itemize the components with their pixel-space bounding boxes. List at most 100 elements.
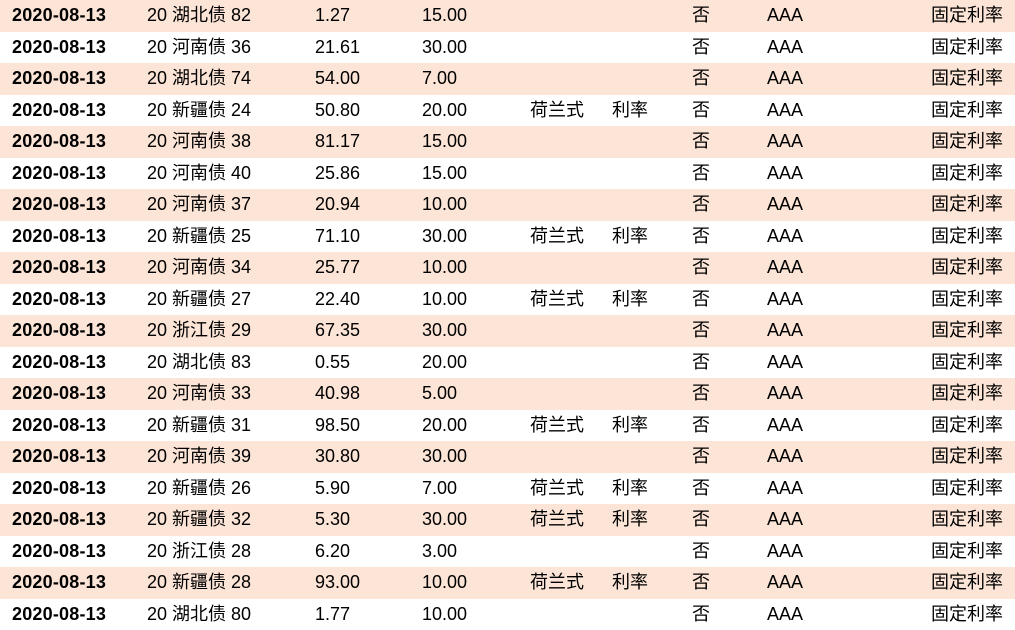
table-row: 2020-08-13 20 湖北债 82 1.27 15.00 否 AAA 固定… [0, 0, 1015, 32]
cell-flag: 否 [692, 572, 710, 592]
table-row: 2020-08-13 20 湖北债 74 54.00 7.00 否 AAA 固定… [0, 63, 1015, 95]
cell-rating: AAA [767, 414, 804, 435]
cell-flag: 否 [692, 36, 710, 57]
cell-rating: AAA [767, 194, 804, 214]
cell-value-a: 0.55 [315, 351, 351, 372]
cell-date: 2020-08-13 [12, 446, 107, 466]
cell-date: 2020-08-13 [12, 603, 107, 624]
cell-value-b: 30.00 [422, 320, 468, 340]
cell-flag: 否 [692, 131, 710, 151]
cell-value-a: 5.30 [315, 509, 351, 529]
cell-flag: 否 [692, 99, 710, 120]
cell-rate-type: 固定利率 [931, 194, 1003, 214]
cell-flag: 否 [692, 288, 710, 309]
cell-date: 2020-08-13 [12, 288, 107, 309]
cell-bond-name: 20 湖北债 80 [147, 603, 252, 624]
table-row: 2020-08-13 20 河南债 37 20.94 10.00 否 AAA 固… [0, 189, 1015, 221]
cell-tender-target: 利率 [612, 288, 648, 309]
cell-value-a: 81.17 [315, 131, 361, 151]
cell-rate-type: 固定利率 [931, 414, 1003, 435]
cell-rating: AAA [767, 5, 804, 25]
table-row: 2020-08-13 20 河南债 34 25.77 10.00 否 AAA 固… [0, 252, 1015, 284]
table-row: 2020-08-13 20 新疆债 24 50.80 20.00 荷兰式 利率 … [0, 94, 1015, 126]
cell-value-a: 1.77 [315, 603, 351, 624]
cell-bond-name: 20 新疆债 24 [147, 99, 252, 120]
cell-bond-name: 20 湖北债 82 [147, 5, 252, 25]
cell-date: 2020-08-13 [12, 320, 107, 340]
cell-bond-name: 20 河南债 37 [147, 194, 252, 214]
cell-flag: 否 [692, 225, 710, 246]
cell-date: 2020-08-13 [12, 131, 107, 151]
cell-rate-type: 固定利率 [931, 36, 1003, 57]
cell-date: 2020-08-13 [12, 414, 107, 435]
cell-rate-type: 固定利率 [931, 477, 1003, 498]
cell-rating: AAA [767, 131, 804, 151]
cell-rate-type: 固定利率 [931, 446, 1003, 466]
cell-bond-name: 20 新疆债 26 [147, 477, 252, 498]
cell-rate-type: 固定利率 [931, 509, 1003, 529]
table-row: 2020-08-13 20 新疆债 27 22.40 10.00 荷兰式 利率 … [0, 283, 1015, 315]
cell-value-b: 7.00 [422, 68, 458, 88]
cell-value-b: 7.00 [422, 477, 458, 498]
cell-value-a: 54.00 [315, 68, 361, 88]
cell-bond-name: 20 浙江债 28 [147, 540, 252, 561]
cell-value-a: 21.61 [315, 36, 361, 57]
cell-value-a: 20.94 [315, 194, 361, 214]
cell-value-b: 10.00 [422, 603, 468, 624]
cell-rate-type: 固定利率 [931, 225, 1003, 246]
cell-rate-type: 固定利率 [931, 603, 1003, 624]
table-row: 2020-08-13 20 浙江债 29 67.35 30.00 否 AAA 固… [0, 315, 1015, 347]
cell-flag: 否 [692, 5, 710, 25]
cell-rate-type: 固定利率 [931, 572, 1003, 592]
cell-bond-name: 20 湖北债 83 [147, 351, 252, 372]
cell-value-a: 25.86 [315, 162, 361, 183]
cell-tender-style: 荷兰式 [530, 509, 584, 529]
cell-tender-target: 利率 [612, 414, 648, 435]
cell-value-a: 98.50 [315, 414, 361, 435]
cell-value-a: 50.80 [315, 99, 361, 120]
cell-value-b: 15.00 [422, 131, 468, 151]
table-row: 2020-08-13 20 新疆债 25 71.10 30.00 荷兰式 利率 … [0, 220, 1015, 252]
cell-tender-style: 荷兰式 [530, 288, 584, 309]
cell-bond-name: 20 新疆债 28 [147, 572, 252, 592]
table-row: 2020-08-13 20 湖北债 80 1.77 10.00 否 AAA 固定… [0, 598, 1015, 630]
cell-value-a: 5.90 [315, 477, 351, 498]
table-row: 2020-08-13 20 新疆债 28 93.00 10.00 荷兰式 利率 … [0, 567, 1015, 599]
cell-rate-type: 固定利率 [931, 99, 1003, 120]
cell-rating: AAA [767, 446, 804, 466]
cell-bond-name: 20 河南债 33 [147, 383, 252, 403]
cell-tender-style: 荷兰式 [530, 477, 584, 498]
cell-rate-type: 固定利率 [931, 5, 1003, 25]
cell-rating: AAA [767, 509, 804, 529]
cell-rating: AAA [767, 603, 804, 624]
cell-tender-target: 利率 [612, 225, 648, 246]
cell-bond-name: 20 湖北债 74 [147, 68, 252, 88]
cell-value-b: 10.00 [422, 572, 468, 592]
cell-tender-target: 利率 [612, 477, 648, 498]
cell-rating: AAA [767, 477, 804, 498]
cell-rating: AAA [767, 68, 804, 88]
cell-value-a: 1.27 [315, 5, 351, 25]
cell-bond-name: 20 新疆债 31 [147, 414, 252, 435]
cell-rate-type: 固定利率 [931, 131, 1003, 151]
cell-tender-style: 荷兰式 [530, 572, 584, 592]
table-row: 2020-08-13 20 河南债 33 40.98 5.00 否 AAA 固定… [0, 378, 1015, 410]
cell-flag: 否 [692, 603, 710, 624]
cell-flag: 否 [692, 162, 710, 183]
cell-rating: AAA [767, 320, 804, 340]
cell-bond-name: 20 新疆债 25 [147, 225, 252, 246]
cell-value-a: 93.00 [315, 572, 361, 592]
cell-rating: AAA [767, 288, 804, 309]
cell-flag: 否 [692, 540, 710, 561]
cell-rate-type: 固定利率 [931, 320, 1003, 340]
cell-date: 2020-08-13 [12, 383, 107, 403]
cell-value-b: 5.00 [422, 383, 458, 403]
cell-flag: 否 [692, 414, 710, 435]
cell-date: 2020-08-13 [12, 540, 107, 561]
cell-bond-name: 20 新疆债 27 [147, 288, 252, 309]
cell-value-b: 15.00 [422, 5, 468, 25]
table-row: 2020-08-13 20 河南债 36 21.61 30.00 否 AAA 固… [0, 31, 1015, 63]
cell-tender-style: 荷兰式 [530, 99, 584, 120]
cell-value-b: 15.00 [422, 162, 468, 183]
